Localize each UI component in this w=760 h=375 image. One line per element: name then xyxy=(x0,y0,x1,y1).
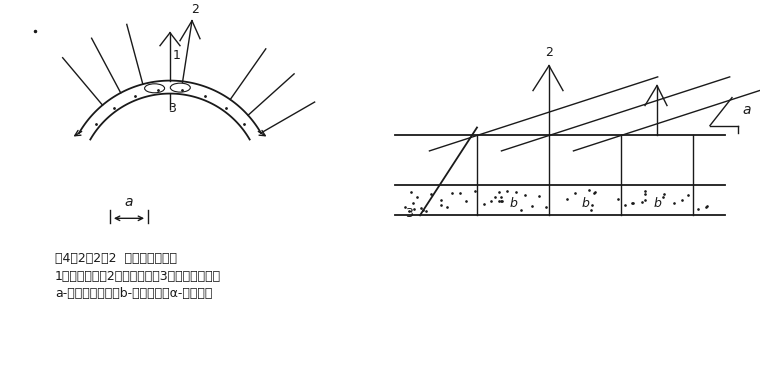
Text: 2: 2 xyxy=(545,46,553,58)
Text: 3: 3 xyxy=(168,102,176,114)
Text: a: a xyxy=(125,195,133,209)
Text: b: b xyxy=(581,197,589,210)
Text: b: b xyxy=(509,197,517,210)
Text: a: a xyxy=(742,102,750,117)
Text: a-超前锚杆间距，b-爆破进尺，α-锚杆倾角: a-超前锚杆间距，b-爆破进尺，α-锚杆倾角 xyxy=(55,287,212,300)
Text: 2: 2 xyxy=(191,3,199,16)
Ellipse shape xyxy=(170,83,190,92)
Text: 3: 3 xyxy=(405,207,413,220)
Text: b: b xyxy=(653,197,661,210)
Ellipse shape xyxy=(144,84,165,93)
Text: 1: 1 xyxy=(173,49,181,62)
Text: 1－超前锚杆，2－径向锚杆，3－横向连接短筋: 1－超前锚杆，2－径向锚杆，3－横向连接短筋 xyxy=(55,270,221,283)
Text: 图4．2．2－2  悬吊式超前锚杆: 图4．2．2－2 悬吊式超前锚杆 xyxy=(55,252,177,265)
